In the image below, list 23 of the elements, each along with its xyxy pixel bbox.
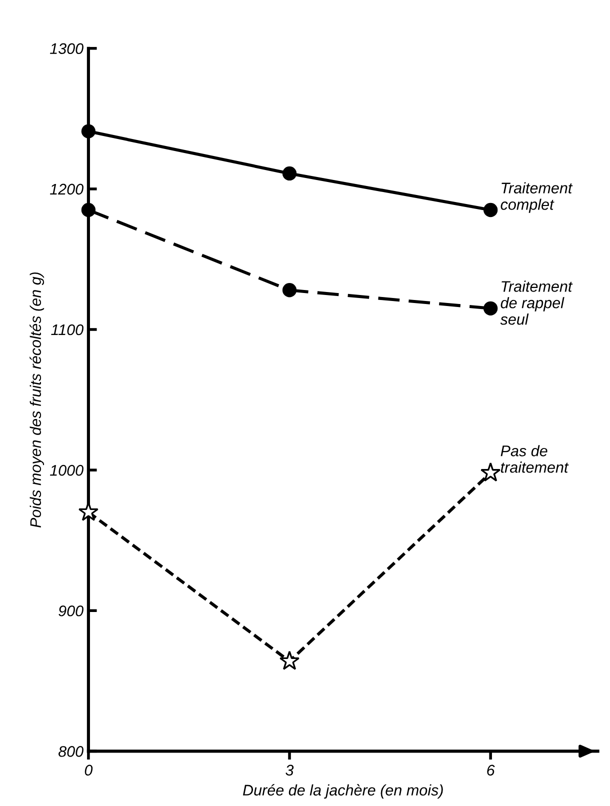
y-tick-label: 900 [58, 605, 84, 616]
y-axis-title: Poids moyen des fruits récoltés (en g) [30, 272, 44, 528]
y-tick-label: 800 [58, 746, 84, 757]
point [483, 301, 498, 316]
point [279, 650, 300, 670]
x-tick-label: 0 [84, 764, 93, 776]
point [480, 462, 501, 482]
point [282, 166, 297, 181]
y-tick-label: 1100 [51, 324, 84, 336]
point [81, 124, 96, 138]
series-label: Traitement de rappel seul [500, 280, 573, 325]
x-axis-title: Durée de la jachère (en mois) [242, 784, 443, 799]
y-tick-label: 1000 [50, 464, 84, 476]
x-tick-label: 6 [487, 764, 495, 776]
point [81, 202, 96, 218]
y-tick-label: 1200 [50, 184, 84, 195]
x-tick-label: 3 [286, 764, 294, 776]
point [483, 202, 498, 218]
point [78, 502, 99, 521]
series-label: Traitement complet [500, 182, 573, 213]
series-label: Pas de traitement [500, 445, 569, 473]
point [282, 283, 297, 298]
y-tick-label: 1300 [50, 43, 84, 54]
